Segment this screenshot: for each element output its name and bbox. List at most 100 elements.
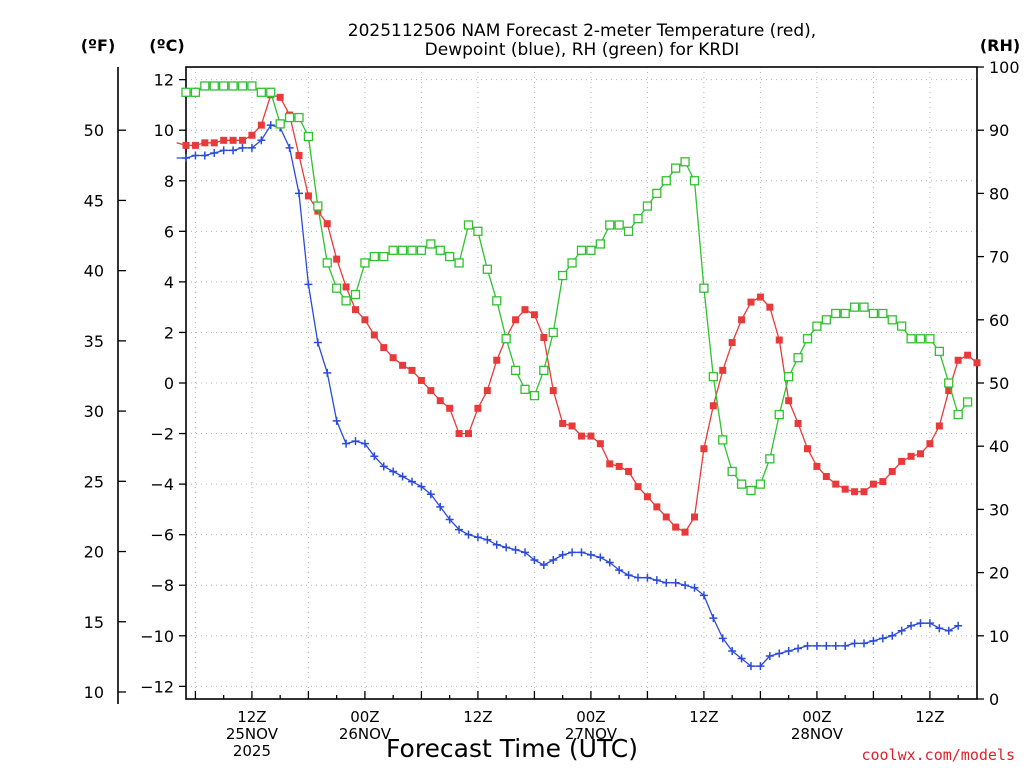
celsius-tick-label: −4 (150, 475, 174, 494)
data-point (454, 258, 464, 268)
data-point (379, 462, 388, 471)
data-point (944, 626, 953, 635)
data-point (699, 591, 708, 600)
data-point (587, 432, 595, 440)
data-point (841, 641, 850, 650)
series-rh (181, 81, 973, 496)
data-point (473, 533, 482, 542)
data-point (370, 452, 379, 461)
x-tick-label: 00Z (576, 708, 605, 726)
data-point (822, 473, 830, 481)
data-point (304, 280, 313, 289)
data-point (397, 245, 408, 255)
data-point (313, 201, 323, 211)
rh-tick-label: 40 (989, 437, 1009, 456)
data-point (492, 296, 502, 306)
data-point (369, 251, 379, 262)
data-point (200, 81, 210, 91)
data-point (190, 87, 201, 97)
data-point (625, 467, 633, 475)
data-point (247, 81, 257, 91)
data-point (191, 151, 200, 160)
data-point (407, 245, 417, 255)
data-point (793, 353, 803, 363)
data-point (661, 176, 671, 186)
data-point (568, 548, 577, 557)
data-point (634, 483, 642, 491)
data-point (436, 397, 444, 405)
data-point (465, 430, 472, 438)
fahrenheit-tick-label: 10 (84, 683, 104, 702)
data-point (341, 296, 351, 306)
celsius-tick-label: −8 (150, 576, 174, 595)
data-point (822, 641, 831, 650)
data-point (596, 440, 604, 448)
data-point (502, 543, 511, 552)
data-point (652, 576, 661, 585)
data-point (840, 308, 850, 319)
data-point (210, 139, 218, 147)
x-tick-label: 00Z (350, 708, 379, 726)
data-point (295, 189, 303, 198)
data-point (671, 578, 680, 587)
data-point (775, 336, 783, 344)
data-point (699, 283, 709, 293)
data-point (314, 207, 322, 215)
data-point (510, 365, 521, 376)
data-point (333, 255, 341, 263)
data-point (878, 308, 888, 319)
data-point (738, 316, 746, 324)
data-point (549, 387, 557, 395)
data-point (417, 482, 426, 491)
data-point (276, 93, 284, 101)
rh-tick-label: 70 (989, 248, 1009, 267)
celsius-tick-label: −12 (140, 677, 174, 696)
data-point (473, 226, 483, 236)
data-point (191, 141, 199, 149)
data-point (219, 146, 228, 155)
data-point (681, 581, 690, 590)
data-point (888, 467, 896, 475)
celsius-tick-label: 12 (154, 71, 174, 90)
rh-tick-label: 80 (989, 184, 1009, 203)
data-point (812, 641, 821, 650)
rh-tick-label: 50 (989, 374, 1009, 393)
data-point (370, 331, 378, 339)
data-point (803, 641, 812, 650)
data-point (332, 416, 341, 425)
data-point (831, 641, 840, 650)
data-point (832, 480, 840, 488)
data-point (266, 121, 275, 130)
data-point (474, 404, 482, 412)
data-point (576, 245, 587, 255)
data-point (398, 472, 407, 481)
data-point (737, 654, 746, 663)
rh-tick-label: 30 (989, 500, 1009, 519)
chart-title-line-1: 2025112506 NAM Forecast 2-meter Temperat… (348, 21, 816, 41)
data-point (878, 634, 887, 643)
data-point (209, 81, 219, 91)
data-point (568, 422, 576, 430)
data-point (973, 359, 981, 367)
data-point (794, 419, 802, 427)
data-point (482, 264, 492, 274)
data-point (464, 530, 473, 539)
data-point (860, 639, 868, 648)
series-line (176, 124, 959, 667)
source-credit: coolwx.com/models (861, 746, 1015, 764)
x-tick-label: 26NOV (339, 725, 392, 743)
data-point (906, 334, 916, 344)
data-point (653, 503, 661, 511)
fahrenheit-tick-label: 35 (84, 332, 104, 351)
data-point (624, 571, 633, 580)
x-tick-label: 12Z (915, 708, 944, 726)
data-point (926, 440, 934, 448)
data-point (558, 550, 567, 559)
data-point (708, 372, 718, 382)
data-point (944, 378, 954, 388)
data-point (577, 548, 586, 557)
data-point (691, 513, 698, 521)
grid-layer (186, 67, 977, 699)
axis-layer: 121086420−2−4−6−8−10−1250454035302520151… (84, 58, 1020, 760)
